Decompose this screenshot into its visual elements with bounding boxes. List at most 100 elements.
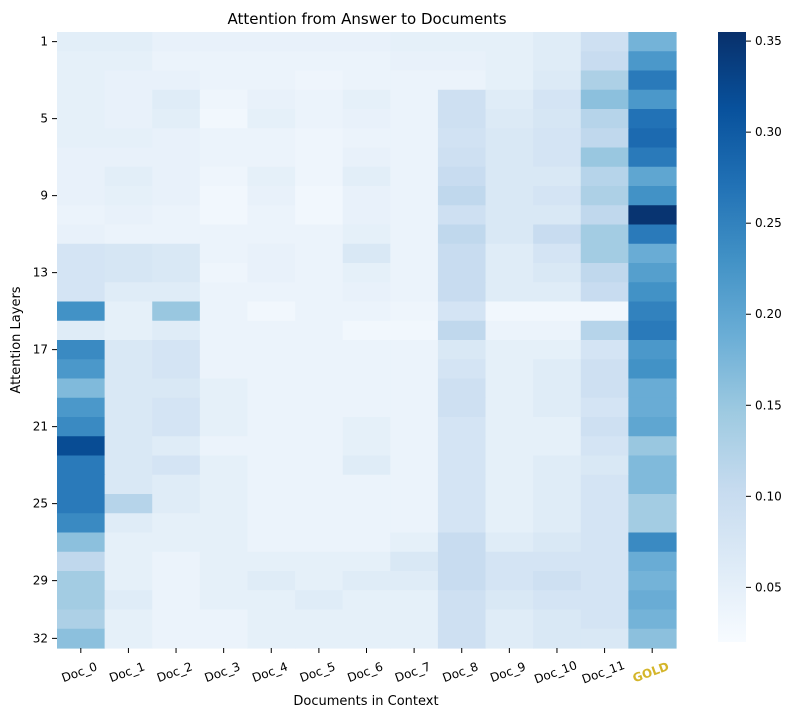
heatmap-cell [152,51,201,72]
colorbar-tick-label: 0.25 [755,216,782,230]
heatmap-cell [628,455,677,476]
heatmap-cell [295,89,344,110]
colorbar-tick-label: 0.20 [755,307,782,321]
heatmap-cell [152,455,201,476]
heatmap-cell [437,494,487,514]
heatmap-cell [247,243,296,264]
heatmap-cell [104,320,153,341]
heatmap-cell [342,455,391,476]
heatmap-cell [390,282,439,303]
heatmap-cell [342,205,391,226]
heatmap-cell [199,628,249,649]
heatmap-cell [485,436,534,457]
heatmap-cell [580,89,629,110]
heatmap-cell [295,609,344,630]
x-tick-label: Doc_7 [393,659,432,685]
heatmap-cell [628,628,677,649]
heatmap-cell [152,320,201,341]
heatmap-cell [628,571,677,591]
heatmap-cell [485,166,534,187]
heatmap-cell [533,494,582,514]
heatmap-cell [57,205,106,226]
heatmap-cell [628,474,677,495]
heatmap-cell [295,359,344,380]
heatmap-cell [390,89,439,110]
heatmap-cell [247,513,296,534]
heatmap-cell [628,320,677,341]
heatmap-cell [390,340,439,360]
heatmap-cell [342,551,391,572]
heatmap-cell [247,417,296,437]
heatmap-cell [437,609,487,630]
heatmap-cell [437,359,487,380]
heatmap-cell [628,109,677,129]
heatmap-cell [57,590,106,611]
heatmap-cell [342,378,391,399]
heatmap-cell [485,224,534,245]
heatmap-cell [104,109,153,129]
heatmap-cell [57,340,106,360]
heatmap-cell [580,628,629,649]
heatmap-cell [485,109,534,129]
y-tick-label: 32 [33,631,48,645]
heatmap-cell [152,474,201,495]
heatmap-cell [104,397,153,418]
y-tick-label: 17 [33,343,48,357]
heatmap-cell [199,128,249,149]
heatmap-cell [57,147,106,168]
heatmap-cell [104,282,153,303]
colorbar [718,32,746,642]
heatmap-cell [152,532,201,553]
heatmap-cell [104,513,153,534]
heatmap-cell [57,609,106,630]
heatmap-cell [533,590,582,611]
heatmap-cell [104,455,153,476]
heatmap-cell [485,628,534,649]
heatmap-cell [247,397,296,418]
heatmap-cell [199,340,249,360]
heatmap-cell [628,263,677,283]
heatmap-cell [390,224,439,245]
heatmap-cell [152,513,201,534]
heatmap-cell [390,417,439,437]
heatmap-cell [533,551,582,572]
y-axis-label: Attention Layers [9,286,24,393]
heatmap-cell [199,109,249,129]
heatmap-cell [390,32,439,52]
heatmap-cell [580,571,629,591]
heatmap-cell [342,51,391,72]
heatmap-cell [580,436,629,457]
heatmap-cell [342,340,391,360]
heatmap-cell [533,628,582,649]
heatmap-cell [57,455,106,476]
heatmap-cell [199,263,249,283]
heatmap-cell [199,32,249,52]
heatmap-cell [104,263,153,283]
heatmap-cell [104,147,153,168]
heatmap-cell [628,166,677,187]
heatmap-cell [628,359,677,380]
heatmap-cell [580,378,629,399]
heatmap-cell [104,417,153,437]
heatmap-cell [57,128,106,149]
heatmap-cell [295,455,344,476]
heatmap-cell [152,205,201,226]
heatmap-cell [485,243,534,264]
heatmap-cell [533,532,582,553]
heatmap-cell [152,397,201,418]
heatmap-cell [580,263,629,283]
heatmap-cell [342,571,391,591]
heatmap-cell [104,166,153,187]
heatmap-cell [390,628,439,649]
heatmap-cell [437,340,487,360]
heatmap-cell [295,224,344,245]
heatmap-cell [580,128,629,149]
colorbar-ticks: 0.05 0.10 0.15 0.20 0.25 0.30 0.35 [746,34,782,594]
heatmap-cell [57,359,106,380]
heatmap-cell [628,282,677,303]
heatmap-cell [485,301,534,322]
heatmap-cell [580,205,629,226]
heatmap-cell [152,340,201,360]
heatmap-cell [152,436,201,457]
